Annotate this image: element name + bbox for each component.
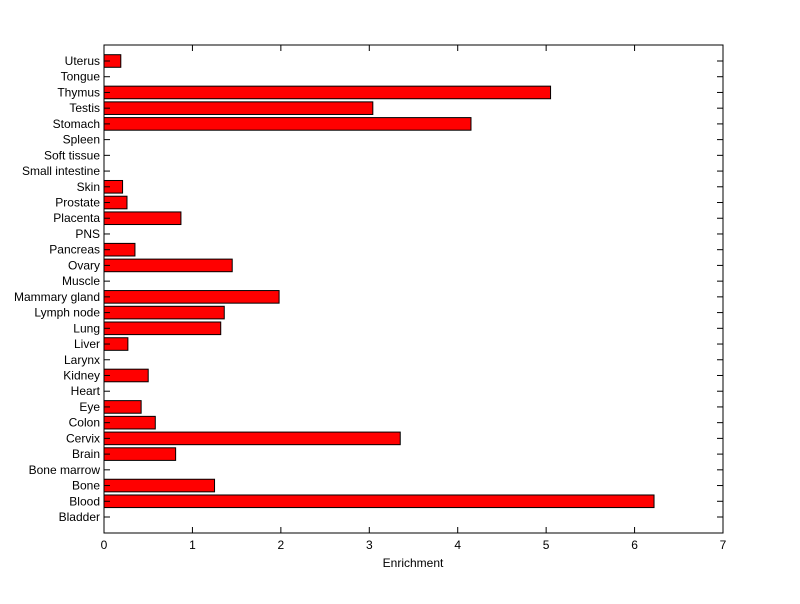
y-tick-label-muscle: Muscle — [62, 274, 100, 288]
bar-bone — [103, 478, 216, 493]
y-tick-label-heart: Heart — [71, 384, 101, 398]
bar-blood — [103, 494, 655, 509]
y-tick-label-liver: Liver — [74, 337, 100, 351]
x-tick-label-4: 4 — [454, 538, 461, 552]
bar-kidney — [103, 368, 149, 383]
bar-placenta — [103, 211, 182, 226]
y-tick-label-small-intestine: Small intestine — [22, 164, 100, 178]
x-tick-label-1: 1 — [189, 538, 196, 552]
bar-brain — [103, 447, 177, 461]
bar-testis — [103, 101, 374, 115]
bar-ovary — [103, 258, 233, 273]
x-tick-label-2: 2 — [278, 538, 285, 552]
bar-lung — [103, 321, 222, 336]
y-tick-label-pancreas: Pancreas — [49, 243, 100, 257]
y-tick-label-ovary: Ovary — [68, 258, 100, 272]
y-tick-label-stomach: Stomach — [53, 117, 100, 131]
y-tick-label-prostate: Prostate — [55, 196, 100, 210]
y-tick-label-placenta: Placenta — [53, 211, 100, 225]
ticks-layer — [103, 45, 724, 533]
y-tick-label-lymph-node: Lymph node — [34, 306, 100, 320]
y-tick-label-skin: Skin — [77, 180, 100, 194]
y-tick-label-colon: Colon — [69, 416, 100, 430]
x-axis-label: Enrichment — [383, 556, 444, 570]
bar-lymph-node — [103, 305, 225, 320]
y-tick-label-brain: Brain — [72, 447, 100, 461]
y-tick-label-mammary-gland: Mammary gland — [14, 290, 100, 304]
bar-thymus — [103, 85, 552, 100]
x-tick-label-7: 7 — [720, 538, 727, 552]
x-tick-label-3: 3 — [366, 538, 373, 552]
bar-stomach — [103, 117, 472, 131]
y-tick-label-tongue: Tongue — [61, 70, 101, 84]
y-tick-label-bone-marrow: Bone marrow — [29, 463, 101, 477]
y-tick-label-bone: Bone — [72, 479, 100, 493]
y-tick-label-bladder: Bladder — [59, 510, 100, 524]
x-tick-label-5: 5 — [543, 538, 550, 552]
y-tick-label-blood: Blood — [69, 494, 100, 508]
y-tick-label-larynx: Larynx — [64, 353, 100, 367]
bar-cervix — [103, 431, 401, 446]
y-tick-label-soft-tissue: Soft tissue — [44, 148, 100, 162]
bars-layer — [103, 54, 655, 509]
y-tick-label-spleen: Spleen — [63, 133, 100, 147]
plot-frame — [103, 44, 724, 534]
bar-mammary-gland — [103, 290, 280, 304]
y-tick-label-uterus: Uterus — [65, 54, 100, 68]
y-tick-label-lung: Lung — [73, 321, 100, 335]
x-tick-label-6: 6 — [631, 538, 638, 552]
y-tick-label-cervix: Cervix — [66, 431, 100, 445]
x-tick-label-0: 0 — [101, 538, 108, 552]
y-tick-label-kidney: Kidney — [63, 368, 100, 382]
y-tick-label-thymus: Thymus — [57, 85, 100, 99]
y-tick-label-pns: PNS — [75, 227, 100, 241]
bar-colon — [103, 415, 156, 430]
y-tick-label-eye: Eye — [79, 400, 100, 414]
y-tick-label-testis: Testis — [69, 101, 100, 115]
